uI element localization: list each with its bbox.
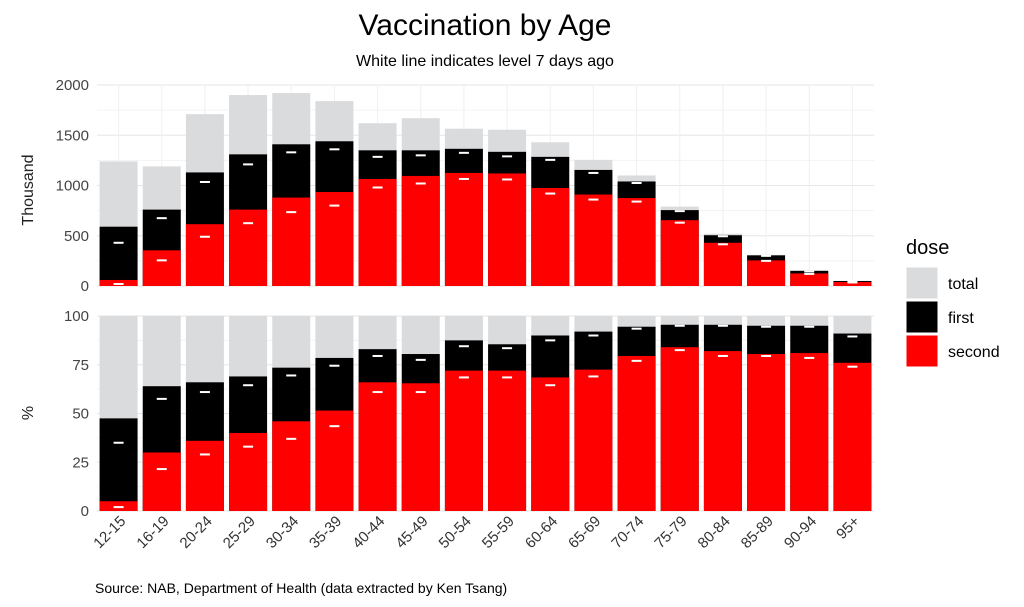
bar-thousand-second-35-39 — [315, 192, 354, 286]
bar-percent-second-25-29 — [229, 433, 268, 511]
bar-thousand-second-20-24 — [185, 224, 224, 286]
x-tick-label-16-19: 16-19 — [133, 513, 172, 552]
x-tick-label-65-69: 65-69 — [565, 513, 604, 552]
x-tick-label-45-49: 45-49 — [392, 513, 431, 552]
bar-thousand-second-30-34 — [272, 197, 311, 286]
bar-thousand-second-70-74 — [617, 198, 656, 286]
y-tick-label-thousand-1500: 1500 — [56, 127, 89, 144]
bar-thousand-second-40-44 — [358, 178, 397, 286]
x-tick-label-20-24: 20-24 — [177, 513, 216, 552]
legend-key-first — [905, 300, 939, 334]
bar-percent-second-40-44 — [358, 382, 397, 511]
bar-thousand-second-95+ — [833, 281, 872, 286]
bar-thousand-second-45-49 — [401, 175, 440, 286]
x-tick-label-60-64: 60-64 — [522, 513, 561, 552]
bar-percent-second-70-74 — [617, 355, 656, 511]
legend-label-second: second — [948, 344, 1000, 361]
x-tick-label-35-39: 35-39 — [306, 513, 345, 552]
y-tick-label-thousand-2000: 2000 — [56, 77, 89, 94]
bar-thousand-second-55-59 — [488, 173, 527, 286]
legend: dose total first second — [905, 237, 1000, 368]
y-tick-label-percent-50: 50 — [72, 406, 89, 423]
legend-key-second — [905, 334, 939, 368]
y-axis-label-percent: % — [20, 406, 37, 420]
y-tick-label-percent-0: 0 — [81, 503, 89, 520]
x-tick-label-30-34: 30-34 — [263, 513, 302, 552]
bar-percent-second-55-59 — [488, 370, 527, 511]
y-tick-label-percent-100: 100 — [64, 308, 89, 325]
y-tick-label-thousand-1000: 1000 — [56, 178, 89, 195]
y-tick-label-percent-25: 25 — [72, 454, 89, 471]
bar-percent-second-20-24 — [185, 440, 224, 511]
x-tick-label-12-15: 12-15 — [90, 513, 129, 552]
y-tick-label-percent-75: 75 — [72, 357, 89, 374]
panel-thousand: 0 500 1000 1500 2000 — [56, 77, 874, 295]
bar-thousand-second-75-79 — [660, 220, 699, 286]
bar-thousand-second-50-54 — [444, 172, 483, 286]
bar-thousand-second-16-19 — [142, 250, 181, 286]
x-tick-label-75-79: 75-79 — [651, 513, 690, 552]
bar-percent-second-45-49 — [401, 383, 440, 511]
bar-percent-second-50-54 — [444, 370, 483, 511]
bar-percent-second-85-89 — [747, 354, 786, 511]
bar-thousand-second-60-64 — [531, 188, 570, 286]
y-tick-label-thousand-500: 500 — [64, 228, 89, 245]
bar-percent-second-35-39 — [315, 410, 354, 511]
legend-label-first: first — [948, 310, 974, 327]
chart-subtitle: White line indicates level 7 days ago — [356, 53, 614, 70]
bar-percent-second-80-84 — [703, 351, 742, 511]
x-tick-label-90-94: 90-94 — [781, 513, 820, 552]
y-axis-label-thousand: Thousand — [20, 154, 37, 225]
caption: Source: NAB, Department of Health (data … — [95, 580, 507, 596]
bar-percent-second-75-79 — [660, 347, 699, 511]
bar-thousand-second-90-94 — [790, 273, 829, 286]
x-tick-label-50-54: 50-54 — [436, 513, 475, 552]
bar-thousand-second-80-84 — [703, 242, 742, 286]
bar-thousand-first-12-15 — [99, 226, 138, 286]
y-tick-label-thousand-0: 0 — [81, 278, 89, 295]
x-tick-label-40-44: 40-44 — [349, 513, 388, 552]
x-tick-label-25-29: 25-29 — [220, 513, 259, 552]
x-tick-label-55-59: 55-59 — [479, 513, 518, 552]
bar-thousand-second-12-15 — [99, 279, 138, 286]
legend-label-total: total — [948, 276, 978, 293]
bar-percent-second-60-64 — [531, 377, 570, 511]
bar-percent-second-65-69 — [574, 369, 613, 511]
legend-title: dose — [906, 237, 949, 259]
bar-percent-second-90-94 — [790, 353, 829, 511]
panel-percent: 0 25 50 75 100 — [64, 308, 874, 520]
bar-thousand-second-65-69 — [574, 194, 613, 286]
bar-percent-second-30-34 — [272, 421, 311, 511]
bar-percent-second-16-19 — [142, 452, 181, 511]
x-tick-label-70-74: 70-74 — [608, 513, 647, 552]
x-tick-label-85-89: 85-89 — [738, 513, 777, 552]
x-axis-labels: 12-15 16-19 20-24 25-29 30-34 35-39 40-44 45-49… — [90, 513, 863, 552]
x-tick-label-80-84: 80-84 — [695, 513, 734, 552]
legend-key-total — [905, 266, 939, 300]
bar-thousand-second-85-89 — [747, 260, 786, 286]
bar-percent-second-95+ — [833, 362, 872, 511]
bar-thousand-second-25-29 — [229, 209, 268, 286]
chart-title: Vaccination by Age — [359, 9, 612, 42]
bar-percent-first-12-15 — [99, 418, 138, 511]
x-tick-label-95+: 95+ — [833, 513, 863, 543]
